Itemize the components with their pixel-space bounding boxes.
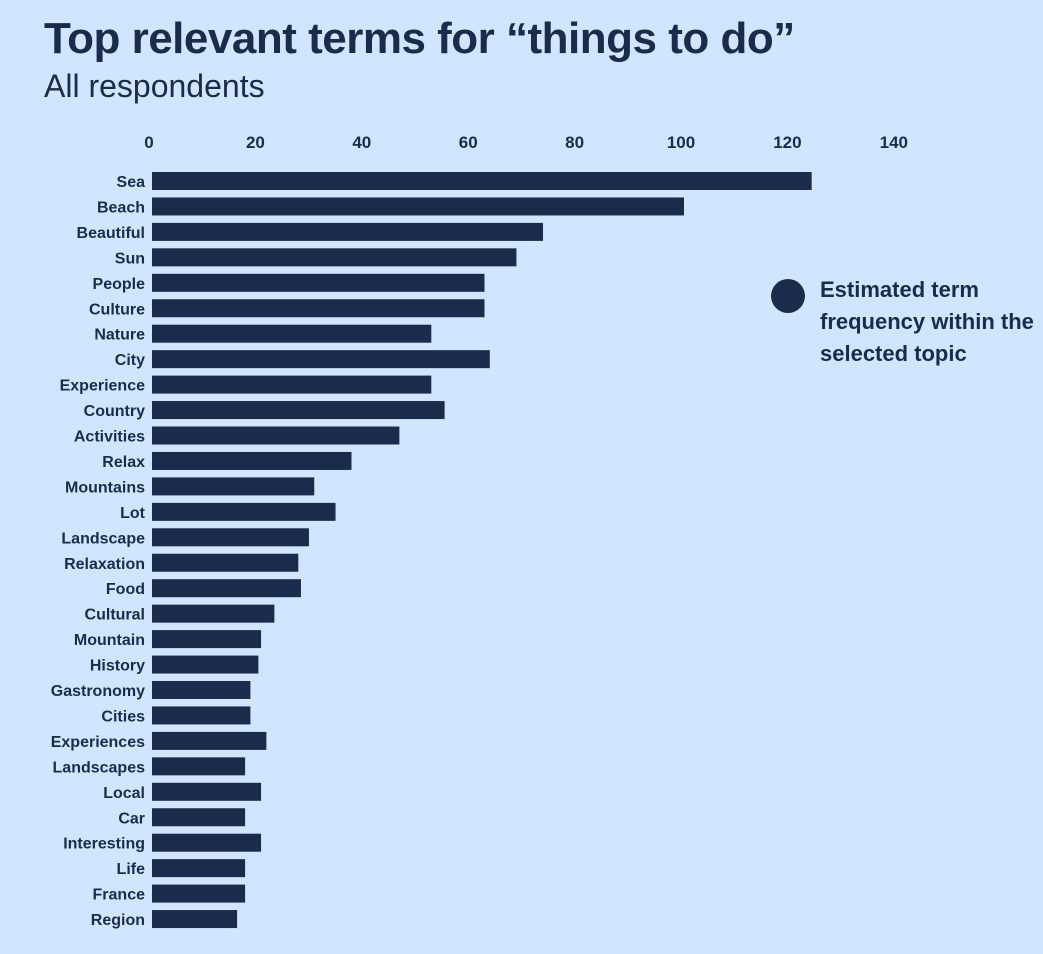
category-label: Beautiful (77, 225, 145, 242)
category-label: Life (117, 861, 146, 878)
category-label: Local (103, 785, 145, 802)
bar (152, 681, 251, 699)
category-label: Lot (120, 505, 146, 522)
bar (152, 859, 246, 878)
category-label: Experiences (51, 734, 145, 751)
category-label: Food (106, 581, 145, 598)
bar (152, 630, 262, 649)
bar (152, 375, 432, 394)
category-label: People (93, 276, 146, 293)
category-label: Interesting (63, 836, 145, 853)
bar (152, 401, 445, 420)
bar (152, 350, 490, 369)
category-label: Cultural (85, 607, 145, 624)
x-tick-label: 120 (773, 133, 801, 152)
bar (152, 579, 301, 598)
category-label: Sea (117, 174, 146, 191)
bar (152, 197, 684, 216)
category-label: Beach (97, 199, 145, 216)
bar (152, 731, 267, 750)
chart-title: Top relevant terms for “things to do” (44, 14, 795, 63)
bar (152, 757, 246, 776)
category-label: Cities (101, 708, 145, 725)
legend-marker (771, 279, 805, 313)
category-label: Relaxation (64, 556, 145, 573)
bar (152, 222, 544, 241)
category-label: History (90, 658, 145, 675)
category-label: Mountains (65, 479, 145, 496)
category-label: France (93, 887, 146, 904)
bar (152, 553, 299, 572)
x-tick-label: 100 (667, 133, 695, 152)
bar (152, 782, 262, 801)
bar (152, 299, 485, 318)
category-label: Region (91, 912, 145, 929)
bar (152, 172, 812, 190)
x-tick-label: 140 (880, 133, 908, 152)
bar (152, 808, 246, 827)
legend: Estimated term frequency within the sele… (771, 274, 1035, 370)
x-tick-label: 60 (459, 133, 478, 152)
bar (152, 273, 485, 292)
category-label: Landscape (61, 530, 145, 547)
chart-subtitle: All respondents (44, 68, 265, 104)
category-label: Gastronomy (51, 683, 145, 700)
bar (152, 477, 315, 496)
category-label: Mountain (74, 632, 145, 649)
bar (152, 324, 432, 343)
category-label: Nature (94, 327, 145, 344)
bar (152, 604, 275, 623)
bar (152, 833, 262, 852)
category-label: Car (118, 810, 145, 827)
x-tick-label: 40 (352, 133, 371, 152)
category-label: Relax (102, 454, 145, 471)
bar (152, 655, 259, 674)
category-label: Experience (60, 378, 145, 395)
category-label: Country (84, 403, 145, 420)
category-label: City (115, 352, 145, 369)
x-tick-label: 0 (144, 133, 153, 152)
bar (152, 910, 238, 929)
bar (152, 884, 246, 903)
x-tick-label: 80 (565, 133, 584, 152)
bar (152, 706, 251, 725)
bar (152, 528, 309, 547)
bar (152, 451, 352, 470)
category-label: Activities (74, 429, 145, 446)
bar (152, 426, 400, 445)
category-label: Sun (115, 250, 145, 267)
category-label: Culture (89, 301, 145, 318)
bar (152, 248, 517, 267)
x-tick-label: 20 (246, 133, 265, 152)
bar (152, 502, 336, 521)
category-label: Landscapes (53, 759, 146, 776)
legend-label: Estimated term frequency within the sele… (820, 277, 1034, 366)
